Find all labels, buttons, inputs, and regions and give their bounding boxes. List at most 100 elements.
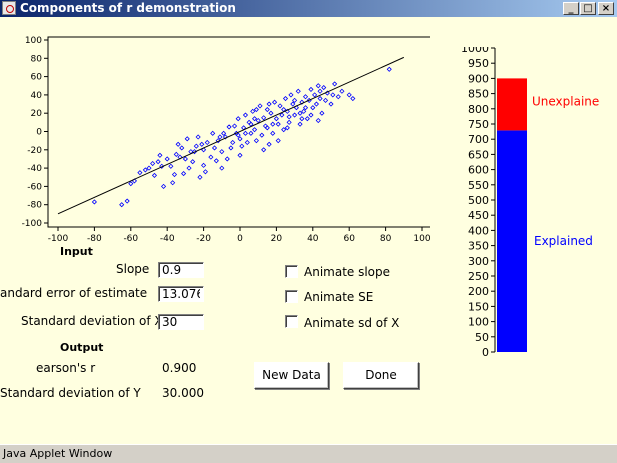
animate-sdx-label: Animate sd of X bbox=[304, 316, 400, 330]
bar-y-tick-label: 900 bbox=[468, 72, 489, 85]
scatter-point bbox=[270, 121, 276, 127]
scatter-point bbox=[215, 138, 221, 144]
scatter-point bbox=[175, 141, 181, 147]
y-tick-label: -80 bbox=[27, 201, 42, 211]
scatter-point bbox=[164, 156, 170, 162]
scatter-point bbox=[332, 81, 338, 87]
window-title: Components of r demonstration bbox=[20, 1, 236, 15]
scatter-point bbox=[310, 105, 316, 111]
slope-input[interactable] bbox=[158, 262, 204, 278]
scatter-point bbox=[224, 156, 230, 162]
scatter-point bbox=[268, 110, 274, 116]
scatter-point bbox=[264, 106, 270, 113]
scatter-point bbox=[386, 66, 392, 72]
scatter-point bbox=[308, 86, 314, 92]
sdx-input[interactable] bbox=[158, 314, 204, 330]
new-data-button[interactable]: New Data bbox=[254, 362, 329, 389]
scatter-point bbox=[292, 97, 298, 103]
se-input[interactable] bbox=[158, 286, 204, 302]
scatter-point bbox=[299, 116, 305, 122]
scatter-point bbox=[199, 141, 205, 147]
scatter-point bbox=[313, 101, 320, 107]
scatter-point bbox=[272, 99, 278, 105]
scatter-point bbox=[160, 183, 167, 189]
scatter-point bbox=[275, 138, 281, 144]
animate-sdx-checkbox[interactable] bbox=[285, 315, 298, 328]
status-bar: Java Applet Window bbox=[0, 444, 617, 463]
scatter-point bbox=[142, 167, 148, 173]
minimize-button[interactable]: _ bbox=[563, 2, 579, 15]
scatter-point bbox=[171, 171, 178, 178]
scatter-point bbox=[346, 92, 352, 98]
scatter-point bbox=[128, 181, 134, 187]
y-tick-label: 80 bbox=[31, 54, 43, 64]
explained-label: Explained bbox=[534, 234, 593, 248]
unexplained-label: Unexplained bbox=[532, 94, 600, 108]
scatter-point bbox=[228, 145, 234, 151]
x-tick-label: -60 bbox=[123, 234, 138, 242]
scatter-point bbox=[299, 99, 305, 105]
app-icon bbox=[2, 1, 16, 15]
bar-y-tick-label: 650 bbox=[468, 148, 489, 161]
bar-y-tick-label: 300 bbox=[468, 255, 489, 268]
scatter-point bbox=[251, 127, 258, 133]
scatter-point bbox=[319, 110, 325, 116]
window-titlebar[interactable]: Components of r demonstration _ □ × bbox=[0, 0, 617, 17]
animate-se-checkbox[interactable] bbox=[285, 290, 298, 303]
scatter-point bbox=[91, 199, 97, 205]
status-text: Java Applet Window bbox=[3, 447, 113, 460]
scatter-point bbox=[297, 110, 303, 116]
scatter-plot: -100 -80 -60 -40 -20 0 20 40 60 80 100 -100 -80 -60 -4… bbox=[22, 36, 430, 242]
scatter-point bbox=[261, 115, 267, 121]
scatter-point bbox=[330, 92, 336, 98]
unexplained-bar bbox=[497, 78, 527, 131]
scatter-point bbox=[308, 112, 314, 118]
scatter-point bbox=[328, 101, 334, 107]
y-tick-label: 40 bbox=[31, 91, 43, 101]
scatter-point bbox=[208, 154, 214, 160]
scatter-point bbox=[290, 101, 296, 107]
bar-y-tick-label: 100 bbox=[468, 316, 489, 329]
scatter-point bbox=[284, 125, 290, 131]
x-tick-label: 100 bbox=[413, 234, 430, 242]
scatter-point bbox=[277, 103, 283, 109]
scatter-point bbox=[231, 123, 238, 129]
scatter-point bbox=[137, 170, 143, 176]
sdx-label: Standard deviation of X bbox=[21, 314, 163, 328]
scatter-point bbox=[195, 134, 201, 140]
scatter-point bbox=[251, 116, 258, 122]
scatter-point bbox=[295, 88, 301, 94]
scatter-point bbox=[190, 159, 196, 165]
scatter-point bbox=[219, 165, 225, 171]
y-tick-label: 60 bbox=[31, 73, 43, 83]
se-label: andard error of estimate bbox=[0, 286, 148, 300]
bar-y-tick-label: 50 bbox=[475, 331, 489, 344]
bar-y-tick-label: 600 bbox=[468, 164, 489, 177]
scatter-point bbox=[273, 116, 279, 122]
scatter-point bbox=[270, 130, 276, 136]
done-button[interactable]: Done bbox=[343, 362, 419, 389]
maximize-button[interactable]: □ bbox=[580, 2, 596, 15]
bar-y-tick-label: 750 bbox=[468, 118, 489, 131]
scatter-point bbox=[193, 143, 199, 149]
scatter-point bbox=[279, 112, 285, 118]
input-heading: Input bbox=[60, 245, 93, 258]
animate-slope-checkbox[interactable] bbox=[285, 265, 298, 278]
scatter-point bbox=[168, 163, 174, 169]
scatter-point bbox=[312, 92, 318, 98]
scatter-point bbox=[146, 165, 152, 171]
bar-y-tick-label: 700 bbox=[468, 133, 489, 146]
scatter-point bbox=[266, 141, 272, 147]
r-label: earson's r bbox=[36, 361, 96, 375]
close-button[interactable]: × bbox=[598, 2, 614, 15]
scatter-point bbox=[297, 121, 303, 127]
y-tick-label: 100 bbox=[25, 36, 42, 46]
scatter-point bbox=[292, 112, 298, 118]
scatter-point bbox=[286, 119, 292, 125]
scatter-point bbox=[151, 172, 158, 178]
scatter-point bbox=[211, 145, 218, 151]
scatter-point bbox=[237, 152, 243, 158]
slope-label: Slope bbox=[116, 262, 150, 276]
scatter-point bbox=[150, 160, 156, 167]
sdy-value: 30.000 bbox=[162, 386, 204, 400]
